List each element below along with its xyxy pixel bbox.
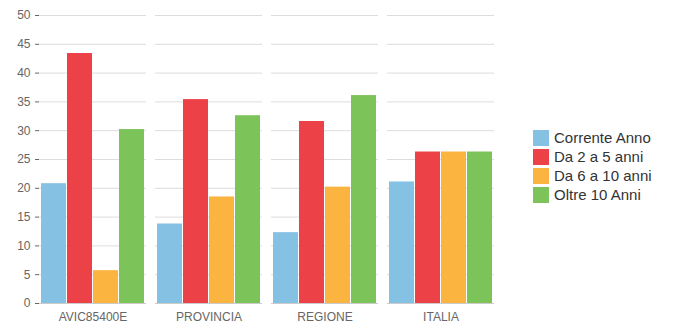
svg-text:ITALIA: ITALIA [423,310,459,324]
svg-text:0: 0 [24,296,31,310]
svg-text:AVIC85400E: AVIC85400E [59,310,128,324]
svg-text:20: 20 [17,181,31,195]
svg-text:PROVINCIA: PROVINCIA [176,310,242,324]
svg-text:40: 40 [17,66,31,80]
svg-text:5: 5 [24,268,31,282]
svg-text:35: 35 [17,95,31,109]
html-text:Corrente Anno: Corrente Anno [554,129,651,146]
svg-text:15: 15 [17,210,31,224]
svg-text:25: 25 [17,152,31,166]
svg-text:30: 30 [17,124,31,138]
svg-text:45: 45 [17,37,31,51]
svg-text:10: 10 [17,239,31,253]
html-text:Da 6 a 10 anni: Da 6 a 10 anni [554,167,652,184]
html-text:Oltre 10 Anni: Oltre 10 Anni [554,186,641,203]
html-text:Da 2 a 5 anni: Da 2 a 5 anni [554,148,644,165]
svg-text:50: 50 [17,8,31,22]
svg-text:REGIONE: REGIONE [297,310,352,324]
